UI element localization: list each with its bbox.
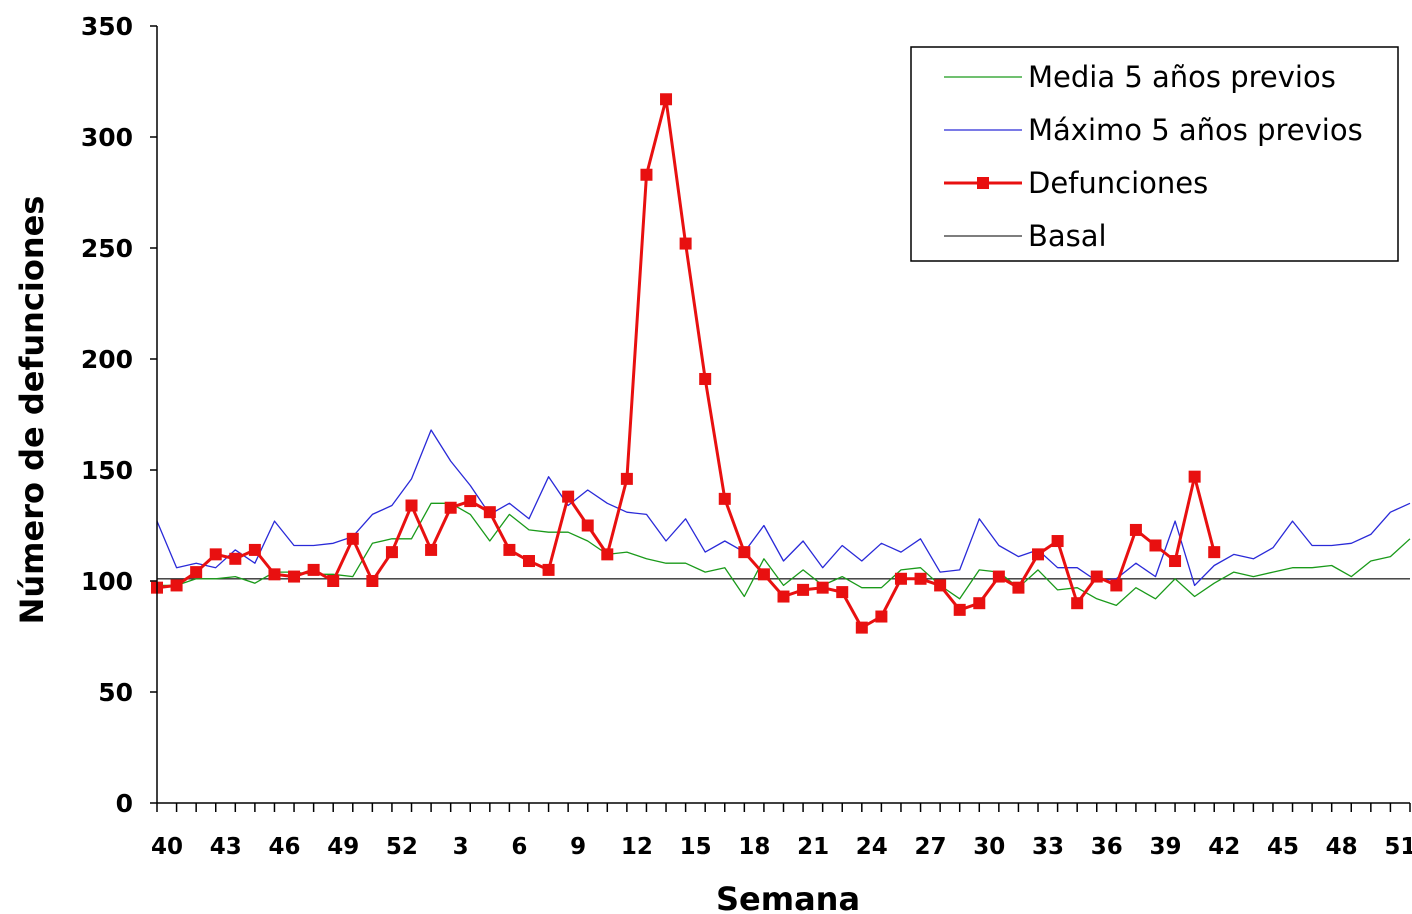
data-point xyxy=(797,583,810,596)
legend-label-media-5-anos-previos: Media 5 años previos xyxy=(1028,60,1336,94)
data-point xyxy=(620,472,633,485)
data-point xyxy=(366,575,379,587)
legend-label-maximo-5-anos-previos: Máximo 5 años previos xyxy=(1028,113,1363,147)
data-point xyxy=(190,566,203,579)
data-point xyxy=(1208,546,1221,559)
data-point xyxy=(307,563,320,576)
x-tick-label: 42 xyxy=(1208,834,1240,860)
data-point xyxy=(894,572,907,585)
data-point xyxy=(425,543,438,556)
x-tick-label: 12 xyxy=(621,834,653,860)
data-point xyxy=(581,519,594,532)
data-point xyxy=(464,495,477,508)
x-tick-label: 46 xyxy=(268,834,300,860)
data-point xyxy=(1090,570,1103,583)
x-tick-label: 24 xyxy=(856,834,888,860)
legend-marker-defunciones xyxy=(977,177,989,189)
x-tick-label: 48 xyxy=(1326,834,1358,860)
legend-entries: Media 5 años previos Máximo 5 años previo… xyxy=(944,60,1363,253)
data-point xyxy=(973,597,986,610)
series-layer xyxy=(151,93,1411,634)
data-point xyxy=(757,568,770,581)
data-point xyxy=(1129,523,1142,536)
data-point xyxy=(679,237,692,250)
y-tick-label: 250 xyxy=(81,234,133,263)
x-tick-label: 9 xyxy=(570,834,586,860)
data-point xyxy=(660,93,673,106)
legend-box xyxy=(910,46,1399,262)
series-line-maximo-5-anos-previos xyxy=(156,429,1411,587)
data-point xyxy=(288,570,301,583)
data-point xyxy=(718,492,731,505)
x-tick-label: 33 xyxy=(1032,834,1064,860)
data-point xyxy=(640,168,653,181)
data-point xyxy=(1149,539,1162,552)
data-point xyxy=(248,543,261,556)
data-point xyxy=(1071,597,1084,610)
data-point xyxy=(1012,581,1025,594)
x-tick-label: 21 xyxy=(797,834,829,860)
legend: Media 5 años previos Máximo 5 años previo… xyxy=(910,46,1399,262)
data-point xyxy=(816,581,829,594)
x-axis-title: Semana xyxy=(716,880,860,914)
data-point xyxy=(346,532,359,545)
x-tick-label: 6 xyxy=(511,834,527,860)
x-tick-label: 15 xyxy=(680,834,712,860)
data-point xyxy=(170,579,183,592)
data-point xyxy=(1188,470,1201,483)
data-point xyxy=(875,610,888,623)
series-line-media-5-anos-previos xyxy=(157,502,1411,607)
data-point xyxy=(914,572,927,585)
data-point xyxy=(738,546,751,559)
y-tick-label: 350 xyxy=(81,12,133,41)
y-tick-label: 200 xyxy=(81,345,133,374)
data-point xyxy=(777,590,790,603)
y-tick-label: 150 xyxy=(81,456,133,485)
data-point xyxy=(934,579,947,592)
data-point xyxy=(601,548,614,561)
data-point xyxy=(327,575,340,587)
data-point xyxy=(385,546,398,559)
data-point xyxy=(483,506,496,519)
data-point xyxy=(268,568,281,581)
x-tick-label: 3 xyxy=(453,834,469,860)
data-point xyxy=(699,372,712,385)
data-point xyxy=(1169,555,1182,568)
y-axis-title: Número de defunciones xyxy=(13,196,51,625)
x-tick-label: 30 xyxy=(973,834,1005,860)
x-tick-label: 49 xyxy=(327,834,359,860)
data-point xyxy=(444,501,457,514)
data-point xyxy=(836,586,849,599)
data-point xyxy=(855,621,868,634)
y-tick-label: 50 xyxy=(98,678,133,707)
y-tick-label: 100 xyxy=(81,567,133,596)
data-point xyxy=(1032,548,1045,561)
data-point xyxy=(542,563,555,576)
data-point xyxy=(992,570,1005,583)
legend-label-basal: Basal xyxy=(1028,219,1107,253)
data-point xyxy=(405,499,418,512)
legend-label-defunciones: Defunciones xyxy=(1028,166,1208,200)
x-tick-label: 36 xyxy=(1091,834,1123,860)
data-point xyxy=(209,548,222,561)
x-tick-label: 39 xyxy=(1149,834,1181,860)
x-tick-label: 40 xyxy=(151,834,183,860)
data-point xyxy=(229,552,242,565)
data-point xyxy=(1110,579,1123,592)
data-point xyxy=(1051,535,1064,548)
data-point xyxy=(953,603,966,616)
x-tick-label: 18 xyxy=(738,834,770,860)
data-point xyxy=(562,490,575,503)
x-tick-label: 43 xyxy=(210,834,242,860)
y-tick-label: 300 xyxy=(81,123,133,152)
y-tick-label: 0 xyxy=(116,789,133,818)
x-tick-label: 45 xyxy=(1267,834,1299,860)
x-tick-label: 27 xyxy=(915,834,947,860)
x-tick-label: 52 xyxy=(386,834,418,860)
data-point xyxy=(522,555,535,568)
x-tick-label: 51 xyxy=(1384,834,1412,860)
data-point xyxy=(503,543,516,556)
